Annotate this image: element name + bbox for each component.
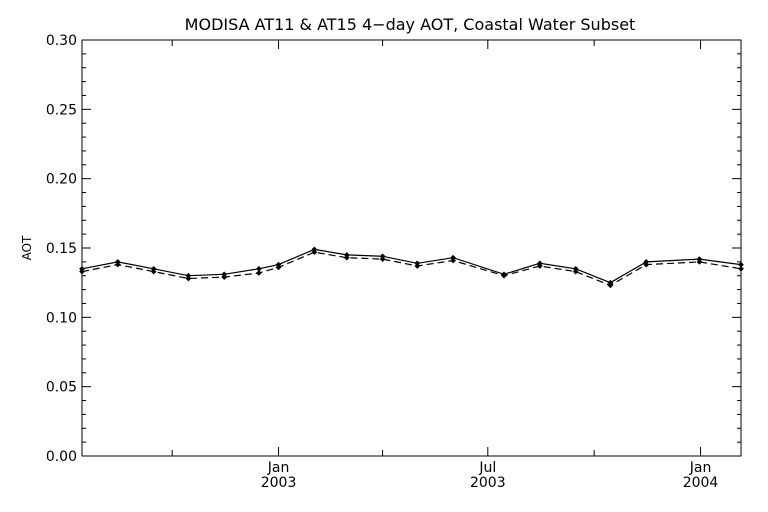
y-tick-label: 0.15 [46, 241, 77, 257]
chart-title: MODISA AT11 & AT15 4−day AOT, Coastal Wa… [185, 15, 636, 34]
data-point-dashed [114, 261, 121, 268]
data-point-dashed [255, 270, 262, 276]
x-tick-year-label: 2003 [470, 475, 506, 491]
y-tick-label: 0.10 [46, 310, 77, 326]
data-point-dashed [696, 258, 703, 265]
data-point-dashed [536, 263, 543, 269]
y-tick-label: 0.00 [46, 449, 77, 465]
tick-labels: 0.000.050.100.150.200.250.30Jan2003Jul20… [46, 33, 719, 491]
y-tick-label: 0.20 [46, 172, 77, 188]
series-layer [79, 246, 744, 289]
data-point-dashed [150, 268, 157, 275]
x-tick-month-label: Jul [478, 460, 496, 476]
data-point-dashed [738, 265, 744, 272]
x-tick-year-label: 2003 [261, 475, 297, 491]
data-point-dashed [379, 256, 386, 263]
data-point-dashed [572, 268, 579, 275]
data-point-dashed [450, 257, 457, 264]
plot-frame [81, 39, 742, 457]
y-tick-label: 0.05 [46, 380, 77, 396]
data-point-dashed [311, 249, 318, 256]
data-point-dashed [607, 282, 614, 289]
y-tick-label: 0.25 [46, 102, 77, 118]
y-tick-label: 0.30 [46, 33, 77, 49]
data-point-dashed [501, 272, 507, 279]
data-point-dashed [221, 274, 228, 281]
axis-ticks [82, 39, 741, 457]
data-point-dashed [343, 254, 350, 261]
data-point-dashed [79, 268, 85, 275]
x-tick-month-label: Jan [267, 460, 290, 476]
data-point-dashed [275, 264, 282, 271]
data-point-dashed [643, 261, 650, 268]
y-axis-label: AOT [20, 235, 34, 260]
x-tick-month-label: Jan [689, 460, 712, 476]
series-line-solid [81, 248, 742, 284]
x-tick-year-label: 2004 [683, 475, 719, 491]
data-point-dashed [414, 263, 421, 269]
series-line-dashed [81, 251, 742, 287]
data-point-dashed [185, 275, 192, 282]
